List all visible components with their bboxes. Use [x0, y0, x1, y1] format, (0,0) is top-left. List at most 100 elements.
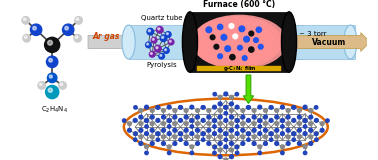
Circle shape: [263, 128, 267, 132]
Circle shape: [280, 119, 284, 122]
Circle shape: [150, 128, 154, 132]
Ellipse shape: [206, 31, 246, 54]
Circle shape: [145, 105, 149, 109]
Ellipse shape: [199, 26, 256, 58]
Ellipse shape: [192, 16, 282, 68]
Circle shape: [249, 47, 254, 52]
Circle shape: [275, 135, 279, 139]
Bar: [289, 25, 355, 59]
Circle shape: [259, 44, 263, 49]
Circle shape: [156, 106, 160, 109]
Circle shape: [165, 49, 166, 51]
Circle shape: [292, 106, 295, 109]
Circle shape: [184, 115, 188, 119]
Circle shape: [207, 122, 211, 126]
Circle shape: [292, 138, 296, 141]
Circle shape: [158, 28, 160, 30]
Circle shape: [224, 112, 228, 115]
Circle shape: [297, 109, 301, 112]
Circle shape: [309, 128, 313, 132]
Circle shape: [218, 102, 222, 106]
Circle shape: [168, 119, 171, 122]
Circle shape: [280, 145, 284, 149]
Circle shape: [196, 135, 200, 139]
Circle shape: [168, 39, 174, 45]
Circle shape: [218, 115, 222, 119]
Circle shape: [280, 105, 284, 109]
Ellipse shape: [193, 19, 274, 65]
Circle shape: [235, 105, 239, 109]
Circle shape: [212, 119, 216, 122]
Circle shape: [147, 43, 149, 45]
Circle shape: [303, 145, 307, 149]
Circle shape: [139, 122, 143, 126]
Circle shape: [275, 115, 279, 119]
Circle shape: [239, 26, 245, 32]
Circle shape: [286, 142, 290, 145]
Circle shape: [309, 135, 313, 139]
Circle shape: [315, 138, 318, 141]
Circle shape: [292, 106, 296, 109]
Circle shape: [133, 118, 137, 122]
Circle shape: [166, 32, 171, 37]
Circle shape: [263, 115, 267, 119]
Circle shape: [263, 109, 267, 112]
Circle shape: [150, 142, 154, 145]
Circle shape: [297, 135, 301, 139]
Circle shape: [304, 151, 307, 155]
Circle shape: [156, 132, 159, 136]
Circle shape: [145, 119, 149, 122]
Circle shape: [178, 106, 182, 109]
Circle shape: [162, 122, 166, 126]
Circle shape: [281, 125, 284, 128]
Circle shape: [304, 125, 307, 128]
Circle shape: [150, 53, 152, 54]
Circle shape: [179, 106, 183, 109]
Circle shape: [224, 145, 228, 149]
Circle shape: [49, 58, 53, 62]
Circle shape: [167, 151, 171, 155]
Ellipse shape: [194, 21, 266, 63]
Circle shape: [224, 132, 227, 136]
Circle shape: [145, 125, 148, 128]
Circle shape: [212, 145, 216, 149]
Circle shape: [162, 128, 166, 132]
Circle shape: [122, 119, 126, 122]
Circle shape: [309, 115, 313, 119]
Circle shape: [314, 132, 318, 136]
Circle shape: [190, 145, 194, 149]
Circle shape: [161, 115, 165, 119]
Circle shape: [247, 132, 251, 136]
Circle shape: [297, 142, 301, 145]
Circle shape: [190, 151, 194, 155]
Circle shape: [280, 132, 284, 136]
Circle shape: [241, 128, 245, 132]
Circle shape: [210, 35, 215, 40]
Circle shape: [48, 40, 53, 45]
Circle shape: [196, 109, 200, 112]
Circle shape: [151, 37, 157, 43]
Circle shape: [155, 45, 161, 52]
Circle shape: [280, 118, 284, 122]
Circle shape: [145, 145, 149, 149]
Circle shape: [230, 122, 233, 126]
Circle shape: [75, 16, 82, 24]
Circle shape: [303, 132, 307, 136]
Circle shape: [173, 142, 177, 145]
Circle shape: [161, 135, 165, 139]
Circle shape: [201, 138, 205, 141]
Circle shape: [195, 122, 199, 126]
Circle shape: [201, 106, 204, 109]
Circle shape: [235, 145, 239, 149]
Circle shape: [48, 88, 53, 92]
Circle shape: [139, 115, 143, 119]
Circle shape: [218, 122, 222, 126]
Circle shape: [173, 135, 177, 139]
Circle shape: [59, 82, 66, 89]
Circle shape: [246, 106, 250, 109]
Circle shape: [263, 135, 267, 139]
Circle shape: [139, 135, 143, 139]
Circle shape: [195, 128, 199, 132]
Ellipse shape: [344, 25, 357, 59]
Circle shape: [190, 119, 193, 122]
